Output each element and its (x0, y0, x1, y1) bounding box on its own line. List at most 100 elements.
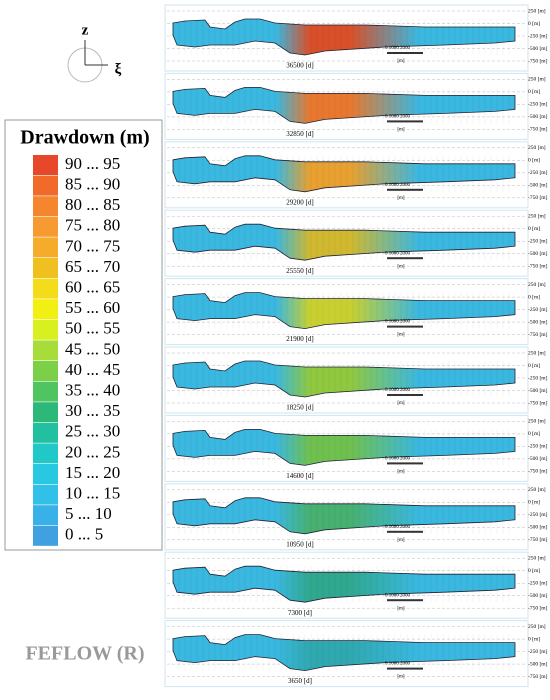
depth-label: 250 [m] (528, 350, 546, 356)
legend-label: 15 ... 20 (65, 463, 120, 482)
section-panel: 250 [m] 0 [m] -250 [m] -500 [m] -750 [m] 2920… (164, 141, 548, 209)
legend-swatch (33, 464, 58, 484)
scale-ticks: 0 1000 2000 (385, 593, 411, 598)
depth-label: 250 [m] (528, 555, 546, 561)
scale-ticks: 0 1000 2000 (385, 115, 411, 120)
legend-swatch (33, 402, 58, 423)
time-label: 36500 [d] (286, 62, 313, 70)
depth-label: 0 [m] (528, 431, 540, 437)
legend-label: 70 ... 75 (65, 236, 120, 255)
depth-label: -750 [m] (528, 332, 548, 338)
cross-section (172, 428, 516, 466)
legend-label: 55 ... 60 (65, 298, 120, 317)
legend-swatch (33, 319, 58, 340)
section-panel: 250 [m] 0 [m] -250 [m] -500 [m] -750 [m] 2555… (164, 209, 548, 277)
legend-swatch (33, 175, 58, 196)
legend-label: 5 ... 10 (65, 504, 112, 523)
depth-label: -500 [m] (528, 593, 548, 599)
time-label: 25550 [d] (286, 267, 313, 275)
cross-section (172, 360, 516, 398)
scale-ticks: 0 1000 2000 (385, 388, 411, 393)
scale-unit: [m] (397, 128, 405, 133)
section-panel: 250 [m] 0 [m] -250 [m] -500 [m] -750 [m] 3650… (164, 4, 548, 72)
legend-label: 30 ... 35 (65, 401, 120, 420)
depth-label: -250 [m] (528, 33, 548, 39)
scale-bar (387, 188, 423, 191)
legend-label: 50 ... 55 (65, 319, 120, 338)
depth-label: -250 [m] (528, 238, 548, 244)
cross-section (172, 223, 516, 261)
scale-bar (387, 257, 423, 260)
scale-ticks: 0 1000 2000 (385, 457, 411, 462)
axis-icon: z ξ (67, 22, 122, 83)
legend-label: 10 ... 15 (65, 484, 120, 503)
scale-bar (387, 325, 423, 328)
depth-label: 250 [m] (528, 8, 546, 14)
footer: FEFLOW (R) (25, 643, 144, 665)
depth-label: -250 [m] (528, 444, 548, 450)
legend-swatch (33, 422, 58, 443)
depth-label: 0 [m] (528, 568, 540, 574)
legend-label: 85 ... 90 (65, 175, 120, 194)
depth-label: -250 [m] (528, 375, 548, 381)
legend-label: 0 ... 5 (65, 525, 103, 544)
depth-label: -750 [m] (528, 674, 548, 680)
legend-swatch (33, 525, 58, 546)
depth-label: -750 [m] (528, 537, 548, 543)
depth-label: -500 [m] (528, 46, 548, 52)
panels: 250 [m] 0 [m] -250 [m] -500 [m] -750 [m] 3650… (164, 4, 548, 688)
scale-unit: [m] (397, 470, 405, 475)
depth-label: -500 [m] (528, 661, 548, 667)
scale-bar (387, 667, 423, 670)
time-label: 18250 [d] (286, 404, 313, 412)
scale-unit: [m] (397, 333, 405, 338)
depth-label: 250 [m] (528, 145, 546, 151)
depth-label: -500 [m] (528, 319, 548, 325)
depth-label: -750 [m] (528, 263, 548, 269)
depth-label: 250 [m] (528, 77, 546, 83)
scale-bar (387, 52, 423, 54)
legend-swatch (33, 258, 58, 278)
scale-unit: [m] (397, 59, 405, 64)
time-label: 7300 [d] (288, 609, 312, 617)
scale-bar (387, 462, 423, 465)
depth-label: 0 [m] (528, 89, 540, 95)
depth-label: -750 [m] (528, 58, 548, 64)
legend-box (4, 119, 163, 551)
depth-label: 250 [m] (528, 624, 546, 630)
legend-swatch (33, 361, 58, 381)
legend-title: Drawdown (m) (20, 127, 149, 149)
depth-label: 0 [m] (528, 363, 540, 369)
depth-label: -500 [m] (528, 251, 548, 257)
depth-label: 250 [m] (528, 213, 546, 219)
cross-section (172, 87, 516, 124)
scale-unit: [m] (397, 401, 405, 406)
scale-unit: [m] (397, 675, 405, 680)
time-label: 14600 [d] (286, 472, 313, 480)
section-panel: 250 [m] 0 [m] -250 [m] -500 [m] -750 [m] 3650… (164, 620, 548, 688)
axis-label: ξ (115, 61, 122, 77)
section-panel: 250 [m] 0 [m] -250 [m] -500 [m] -750 [m] 1825… (164, 346, 548, 414)
legend-label: 75 ... 80 (65, 216, 120, 235)
depth-label: -250 [m] (528, 512, 548, 518)
depth-label: -250 [m] (528, 649, 548, 655)
legend-swatch (33, 505, 58, 526)
legend-label: 35 ... 40 (65, 381, 120, 400)
legend-swatch (33, 484, 58, 505)
legend-swatch (33, 299, 58, 320)
scale-ticks: 0 1000 2000 (385, 251, 411, 256)
legend-label: 60 ... 65 (65, 278, 120, 297)
scale-bar (387, 120, 423, 123)
depth-label: -750 [m] (528, 469, 548, 475)
depth-label: 250 [m] (528, 487, 546, 493)
depth-label: -750 [m] (528, 605, 548, 611)
depth-label: 250 [m] (528, 419, 546, 425)
scale-unit: [m] (397, 264, 405, 269)
cross-section (172, 634, 516, 672)
depth-label: -250 [m] (528, 102, 548, 108)
legend-swatch (33, 381, 58, 402)
scale-bar (387, 530, 423, 533)
cross-section (172, 565, 516, 603)
legend-swatch (33, 237, 58, 258)
